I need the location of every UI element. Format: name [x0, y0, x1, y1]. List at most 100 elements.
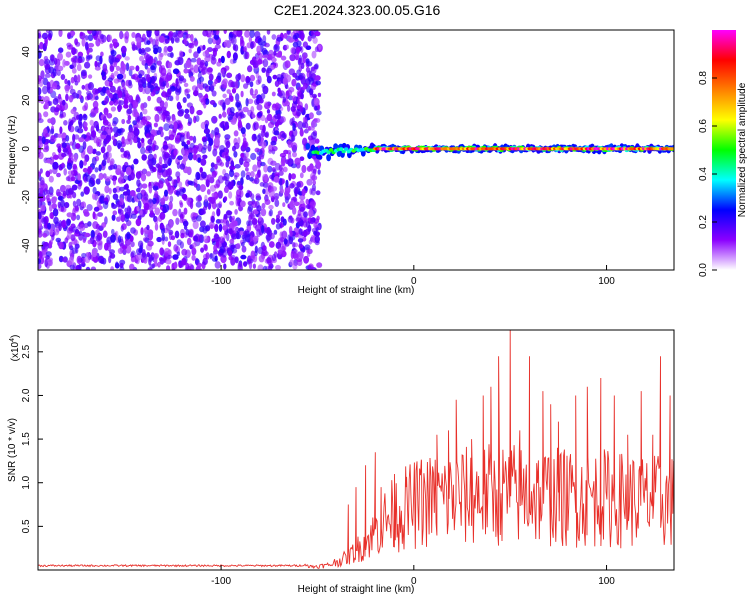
spectrogram-noise-cell — [305, 67, 311, 73]
spectrogram-noise-cell — [167, 68, 172, 76]
spectrogram-noise-cell — [68, 241, 73, 249]
spectrogram-noise-cell — [267, 265, 273, 270]
spectrogram-noise-cell — [50, 128, 55, 135]
spectrogram-noise-cell — [102, 230, 108, 238]
spectrogram-noise-cell — [151, 75, 155, 85]
spectrogram-noise-cell — [227, 250, 233, 257]
spectrogram-noise-cell — [71, 247, 78, 254]
spectrogram-noise-cell — [92, 194, 99, 200]
snr-x-tick-label: 0 — [411, 576, 417, 587]
spectrogram-noise-cell — [256, 156, 261, 162]
spectrogram-noise-cell — [163, 157, 170, 165]
spectrogram-noise-cell — [74, 80, 79, 86]
spectrogram-noise-cell — [166, 265, 171, 270]
spectrogram-noise-cell — [132, 108, 138, 118]
spectrogram-noise-cell — [150, 65, 157, 73]
spectrogram-noise-cell — [258, 97, 263, 104]
spectrogram-noise-cell — [92, 100, 99, 109]
spectrogram-noise-cell — [269, 209, 273, 217]
spectrogram-noise-cell — [120, 169, 125, 178]
spectrogram-noise-cell — [58, 47, 64, 53]
spectrogram-noise-cell — [130, 227, 136, 234]
spectrogram-noise-cell — [307, 248, 313, 254]
spectrogram-noise-cell — [120, 45, 127, 54]
spectrogram-noise-cell — [130, 241, 135, 248]
spectrogram-noise-cell — [128, 103, 133, 110]
spectrogram-noise-cell — [113, 132, 119, 138]
spectrogram-noise-cell — [95, 178, 101, 185]
spectrogram-noise-cell — [168, 219, 174, 229]
spectrogram-noise-cell — [305, 198, 310, 205]
spectrogram-noise-cell — [148, 185, 153, 194]
spectrogram-noise-cell — [266, 257, 272, 264]
spectrogram-noise-cell — [102, 63, 108, 73]
spectrogram-noise-cell — [38, 219, 42, 227]
spectrogram-noise-cell — [104, 176, 111, 182]
spectrogram-noise-cell — [266, 109, 271, 114]
spectrogram-noise-cell — [262, 124, 266, 134]
spectrogram-noise-cell — [107, 152, 112, 159]
spectrogram-noise-cell — [312, 36, 318, 44]
spectrogram-noise-cell — [266, 67, 272, 74]
spectrogram-noise-cell — [167, 241, 172, 248]
spectrogram-noise-cell — [155, 39, 159, 47]
spectrogram-noise-cell — [117, 104, 122, 110]
spectrogram-noise-cell — [41, 136, 46, 144]
spectrogram-noise-cell — [272, 74, 278, 80]
spectrogram-noise-cell — [245, 150, 249, 159]
spectrogram-noise-cell — [193, 235, 199, 242]
spectrogram-noise-cell — [94, 95, 99, 101]
spectrogram-noise-cell — [246, 220, 251, 227]
spectrogram-signal-cell — [339, 147, 344, 151]
spectrogram-noise-cell — [220, 69, 225, 76]
spectrogram-noise-cell — [260, 224, 265, 234]
spectrogram-noise-cell — [314, 31, 321, 37]
spectrogram-noise-cell — [191, 242, 197, 248]
spectrogram-noise-cell — [154, 30, 160, 37]
spectrogram-noise-cell — [175, 86, 181, 96]
snr-panel: -100 0 100 0.5 1.0 1.5 2.0 2.5 Height of strai… — [7, 329, 675, 595]
spectrogram-noise-cell — [57, 133, 62, 138]
spectrogram-noise-cell — [103, 152, 108, 160]
spectrogram-noise-cell — [143, 191, 148, 199]
spectrogram-noise-cell — [161, 233, 165, 242]
spectrogram-noise-cell — [254, 147, 260, 153]
spectrogram-noise-cell — [104, 242, 109, 251]
spectrogram-noise-cell — [91, 30, 97, 36]
spectrogram-noise-cell — [181, 248, 188, 256]
spectrogram-noise-cell — [168, 124, 175, 129]
spectrogram-noise-cell — [38, 250, 43, 260]
spectrogram-noise-cell — [39, 81, 44, 87]
spectrogram-noise-cell — [274, 172, 280, 178]
spectrogram-noise-cell — [63, 168, 67, 176]
spectrogram-noise-cell — [306, 178, 313, 186]
spectrogram-noise-cell — [290, 133, 295, 143]
spectrogram-noise-cell — [74, 125, 80, 133]
spectrogram-noise-cell — [203, 128, 210, 135]
colorbar-label: Normalized spectral amplitude — [737, 82, 748, 217]
colorbar-tick-label: 0.2 — [698, 215, 709, 229]
spectrogram-noise-cell — [80, 69, 87, 77]
spectrogram-noise-cell — [248, 260, 253, 270]
spectrogram-noise-cell — [183, 37, 188, 46]
spectrogram-noise-cell — [160, 197, 166, 206]
spectrogram-noise-cell — [256, 134, 262, 144]
spectrogram-noise-cell — [153, 252, 160, 260]
spectrogram-noise-cell — [277, 133, 282, 139]
spectrogram-noise-cell — [223, 263, 227, 270]
spectrogram-noise-cell — [111, 214, 116, 221]
spectrogram-noise-cell — [66, 212, 73, 218]
spectrogram-noise-cell — [188, 48, 192, 54]
spectrogram-noise-cell — [57, 52, 63, 61]
spectrogram-noise-cell — [164, 101, 168, 109]
spectrogram-noise-cell — [182, 97, 187, 103]
spectrogram-noise-cell — [186, 140, 191, 145]
spectrogram-noise-cell — [261, 67, 267, 73]
spectrogram-noise-cell — [76, 255, 82, 265]
spectrogram-noise-cell — [262, 58, 269, 68]
spectrogram-noise-cell — [160, 114, 164, 121]
spectrogram-noise-cell — [215, 203, 222, 209]
spectrogram-noise-cell — [70, 234, 76, 242]
spectrogram-noise-cell — [70, 57, 75, 62]
spectrogram-noise-cell — [295, 55, 299, 61]
